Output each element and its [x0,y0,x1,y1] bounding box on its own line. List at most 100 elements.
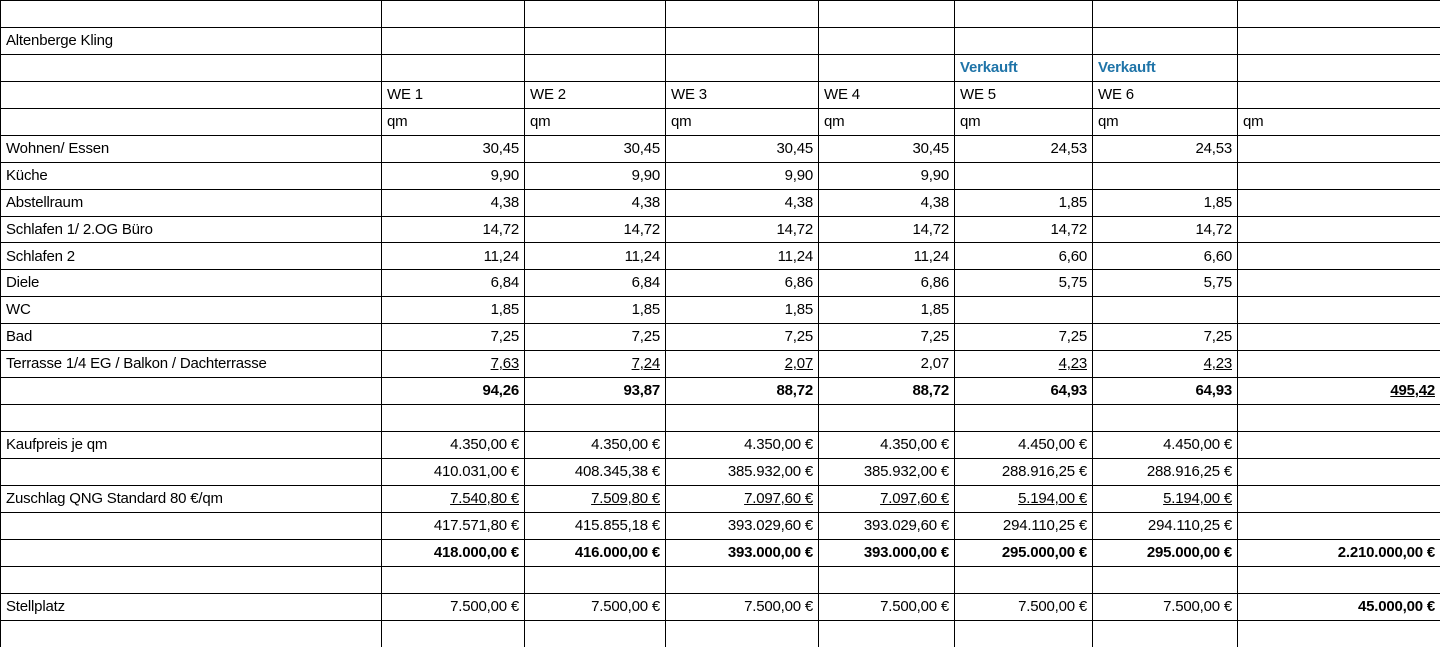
cell-r12-c0[interactable]: Bad [0,323,382,352]
cell-r22-c7[interactable]: 45.000,00 € [1237,592,1440,621]
cell-r1-c7[interactable] [1237,26,1440,55]
cell-r3-c6[interactable]: WE 6 [1092,80,1238,109]
cell-r10-c3[interactable]: 6,86 [665,269,819,298]
cell-r21-c3[interactable] [665,565,819,594]
cell-r14-c7[interactable]: 495,42 [1237,377,1440,406]
cell-r2-c5[interactable]: Verkauft [954,53,1093,82]
cell-r3-c0[interactable] [0,80,382,109]
cell-r22-c0[interactable]: Stellplatz [0,592,382,621]
cell-r12-c1[interactable]: 7,25 [381,323,525,352]
cell-r22-c6[interactable]: 7.500,00 € [1092,592,1238,621]
cell-r14-c4[interactable]: 88,72 [818,377,955,406]
cell-r6-c2[interactable]: 9,90 [524,161,666,190]
cell-r19-c6[interactable]: 294.110,25 € [1092,511,1238,540]
cell-r6-c4[interactable]: 9,90 [818,161,955,190]
cell-r11-c7[interactable] [1237,296,1440,325]
cell-r13-c6[interactable]: 4,23 [1092,350,1238,379]
cell-r14-c2[interactable]: 93,87 [524,377,666,406]
cell-r13-c3[interactable]: 2,07 [665,350,819,379]
cell-r5-c6[interactable]: 24,53 [1092,134,1238,163]
cell-r9-c5[interactable]: 6,60 [954,242,1093,271]
cell-r11-c0[interactable]: WC [0,296,382,325]
cell-r2-c2[interactable] [524,53,666,82]
cell-r10-c6[interactable]: 5,75 [1092,269,1238,298]
cell-r16-c7[interactable] [1237,431,1440,459]
cell-r21-c1[interactable] [381,565,525,594]
cell-r14-c1[interactable]: 94,26 [381,377,525,406]
cell-r7-c1[interactable]: 4,38 [381,188,525,217]
cell-r19-c4[interactable]: 393.029,60 € [818,511,955,540]
cell-r9-c2[interactable]: 11,24 [524,242,666,271]
cell-r10-c2[interactable]: 6,84 [524,269,666,298]
cell-r23-c7[interactable] [1237,619,1440,647]
cell-r19-c2[interactable]: 415.855,18 € [524,511,666,540]
cell-r0-c4[interactable] [818,0,955,28]
cell-r23-c1[interactable] [381,619,525,647]
cell-r21-c7[interactable] [1237,565,1440,594]
cell-r11-c3[interactable]: 1,85 [665,296,819,325]
cell-r3-c2[interactable]: WE 2 [524,80,666,109]
cell-r7-c6[interactable]: 1,85 [1092,188,1238,217]
cell-r2-c3[interactable] [665,53,819,82]
cell-r8-c6[interactable]: 14,72 [1092,215,1238,244]
cell-r22-c3[interactable]: 7.500,00 € [665,592,819,621]
cell-r18-c5[interactable]: 5.194,00 € [954,484,1093,513]
cell-r0-c2[interactable] [524,0,666,28]
cell-r17-c6[interactable]: 288.916,25 € [1092,457,1238,486]
cell-r4-c5[interactable]: qm [954,107,1093,136]
cell-r9-c6[interactable]: 6,60 [1092,242,1238,271]
cell-r14-c0[interactable] [0,377,382,406]
cell-r8-c5[interactable]: 14,72 [954,215,1093,244]
cell-r11-c2[interactable]: 1,85 [524,296,666,325]
cell-r21-c0[interactable] [0,565,382,594]
cell-r10-c5[interactable]: 5,75 [954,269,1093,298]
cell-r12-c3[interactable]: 7,25 [665,323,819,352]
cell-r18-c4[interactable]: 7.097,60 € [818,484,955,513]
cell-r1-c3[interactable] [665,26,819,55]
cell-r9-c3[interactable]: 11,24 [665,242,819,271]
cell-r8-c7[interactable] [1237,215,1440,244]
cell-r15-c3[interactable] [665,404,819,432]
cell-r2-c6[interactable]: Verkauft [1092,53,1238,82]
cell-r14-c3[interactable]: 88,72 [665,377,819,406]
cell-r1-c2[interactable] [524,26,666,55]
cell-r23-c2[interactable] [524,619,666,647]
cell-r5-c3[interactable]: 30,45 [665,134,819,163]
cell-r20-c3[interactable]: 393.000,00 € [665,538,819,567]
cell-r6-c7[interactable] [1237,161,1440,190]
cell-r13-c4[interactable]: 2,07 [818,350,955,379]
cell-r21-c5[interactable] [954,565,1093,594]
cell-r10-c0[interactable]: Diele [0,269,382,298]
cell-r7-c5[interactable]: 1,85 [954,188,1093,217]
cell-r19-c3[interactable]: 393.029,60 € [665,511,819,540]
cell-r1-c6[interactable] [1092,26,1238,55]
cell-r3-c5[interactable]: WE 5 [954,80,1093,109]
cell-r2-c1[interactable] [381,53,525,82]
cell-r8-c1[interactable]: 14,72 [381,215,525,244]
cell-r6-c6[interactable] [1092,161,1238,190]
cell-r16-c6[interactable]: 4.450,00 € [1092,431,1238,459]
cell-r12-c2[interactable]: 7,25 [524,323,666,352]
cell-r2-c7[interactable] [1237,53,1440,82]
cell-r0-c0[interactable] [0,0,382,28]
cell-r4-c2[interactable]: qm [524,107,666,136]
cell-r6-c5[interactable] [954,161,1093,190]
cell-r9-c4[interactable]: 11,24 [818,242,955,271]
cell-r17-c5[interactable]: 288.916,25 € [954,457,1093,486]
cell-r18-c0[interactable]: Zuschlag QNG Standard 80 €/qm [0,484,382,513]
cell-r0-c3[interactable] [665,0,819,28]
cell-r12-c4[interactable]: 7,25 [818,323,955,352]
cell-r20-c5[interactable]: 295.000,00 € [954,538,1093,567]
cell-r16-c0[interactable]: Kaufpreis je qm [0,431,382,459]
cell-r1-c4[interactable] [818,26,955,55]
cell-r7-c0[interactable]: Abstellraum [0,188,382,217]
cell-r17-c3[interactable]: 385.932,00 € [665,457,819,486]
cell-r5-c0[interactable]: Wohnen/ Essen [0,134,382,163]
cell-r4-c4[interactable]: qm [818,107,955,136]
cell-r7-c3[interactable]: 4,38 [665,188,819,217]
cell-r0-c7[interactable] [1237,0,1440,28]
cell-r16-c3[interactable]: 4.350,00 € [665,431,819,459]
cell-r6-c1[interactable]: 9,90 [381,161,525,190]
cell-r4-c7[interactable]: qm [1237,107,1440,136]
cell-r13-c2[interactable]: 7,24 [524,350,666,379]
